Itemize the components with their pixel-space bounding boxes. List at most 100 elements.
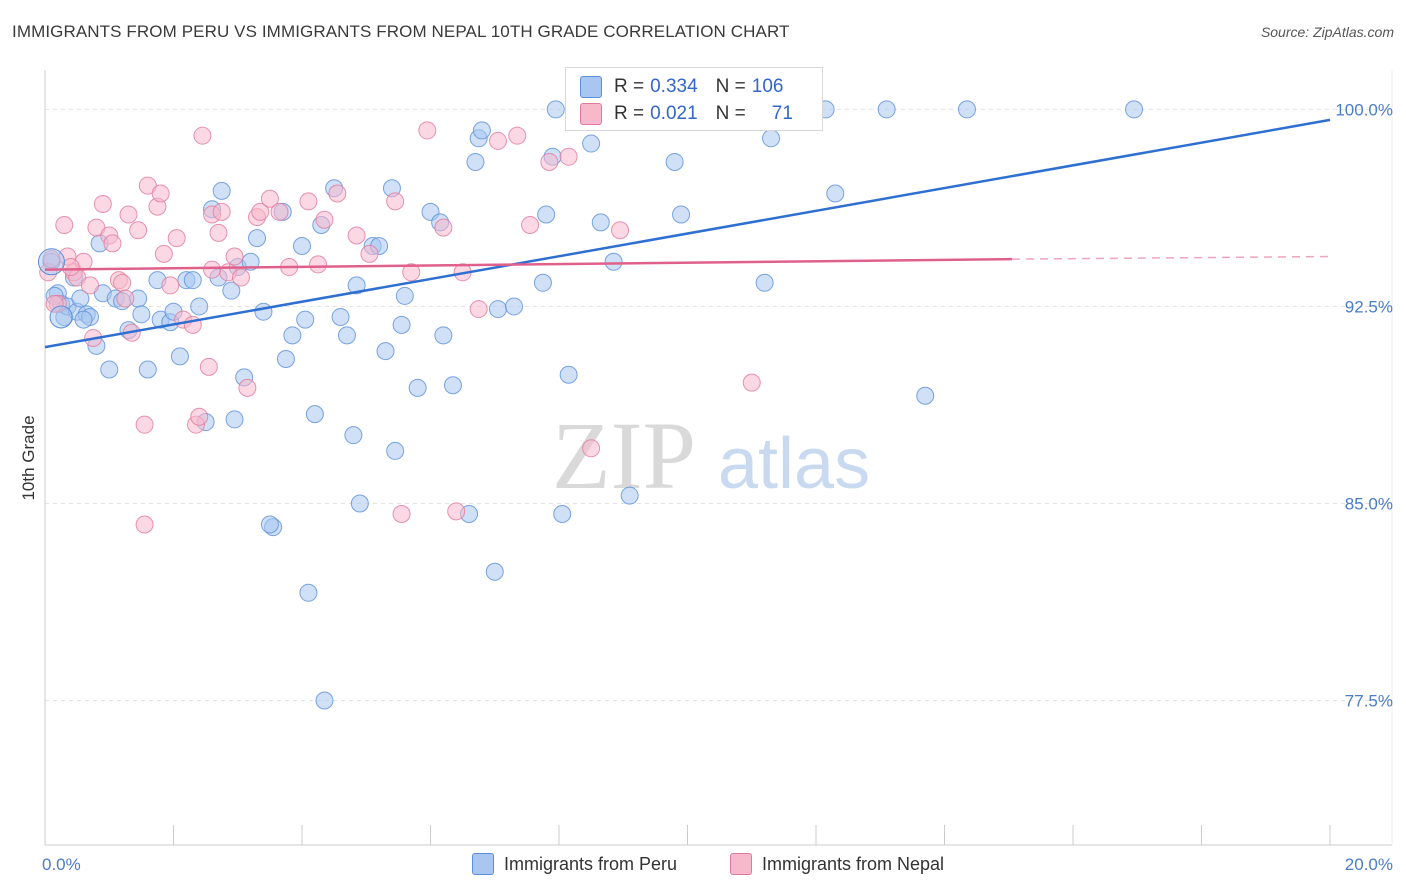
nepal-point (309, 255, 328, 274)
nepal-point (260, 189, 279, 208)
y-axis-label: 10th Grade (19, 415, 38, 500)
peru-point (559, 365, 578, 384)
peru-point (443, 376, 462, 395)
nepal-point (161, 276, 180, 295)
peru-point (826, 184, 845, 203)
peru-point (408, 378, 427, 397)
r-label: R = (614, 76, 645, 97)
peru-point (604, 252, 623, 271)
peru-point (485, 562, 504, 581)
peru-point (212, 181, 231, 200)
peru-point (347, 276, 366, 295)
peru-point (283, 326, 302, 345)
peru-point (553, 504, 572, 523)
peru-point (537, 205, 556, 224)
axes (44, 70, 1393, 846)
x-tick-label: 20.0% (1345, 855, 1393, 874)
nepal-swatch (580, 103, 602, 125)
peru-point (293, 237, 311, 256)
nepal-point (151, 184, 170, 203)
y-tick-label: 85.0% (1345, 494, 1393, 513)
nepal-point (447, 502, 466, 521)
peru-point (877, 100, 896, 119)
peru-point (225, 410, 244, 429)
nepal-point (154, 244, 173, 263)
peru-point (533, 273, 552, 292)
peru-point (392, 315, 411, 334)
nepal-point (508, 126, 527, 145)
nepal-point (540, 152, 559, 171)
nepal-point (203, 260, 222, 279)
nepal-point (402, 263, 421, 282)
peru-point (132, 305, 151, 324)
nepal-point (225, 247, 244, 266)
peru-point (957, 100, 976, 119)
peru-point (241, 252, 260, 271)
peru-point (71, 289, 90, 308)
peru-point (170, 347, 189, 366)
nepal-point (212, 202, 231, 221)
peru-trend-line (44, 118, 1331, 349)
nepal-point (135, 415, 154, 434)
r-value: 0.334 (650, 76, 698, 97)
tick-labels: 77.5% 85.0% 92.5% 100.0% 0.0% 20.0% (42, 100, 1393, 874)
peru-point (762, 129, 781, 148)
nepal-point (119, 205, 138, 224)
nepal-trend-extension (1011, 255, 1331, 260)
peru-point (248, 229, 267, 248)
nepal-point (129, 221, 148, 240)
peru-point (505, 297, 524, 316)
n-label: N = (715, 103, 746, 124)
r-value: 0.021 (650, 103, 698, 124)
y-tick-label: 92.5% (1345, 297, 1393, 316)
nepal-point (347, 226, 366, 245)
source-credit: Source: ZipAtlas.com (1260, 24, 1394, 40)
peru-point (190, 297, 209, 316)
peru-point (74, 310, 93, 329)
peru-point (395, 286, 414, 305)
nepal-point (328, 184, 347, 203)
peru-point (350, 494, 369, 513)
peru-point (466, 152, 485, 171)
nepal-point (270, 202, 289, 221)
nepal-point (55, 216, 74, 234)
peru-point (138, 360, 157, 379)
legend-label: Immigrants from Nepal (762, 853, 945, 874)
peru-point (591, 213, 610, 232)
peru-point (260, 515, 279, 534)
peru-point (305, 405, 324, 424)
peru-point (376, 342, 395, 361)
legend-row-peru: R = 0.334 N = 106 (580, 75, 783, 99)
nepal-point (209, 223, 228, 242)
peru-point (488, 300, 507, 319)
nepal-point (167, 229, 186, 248)
n-value: 106 (751, 76, 784, 97)
x-tick-label: 0.0% (42, 855, 81, 874)
nepal-point (315, 210, 334, 229)
watermark-atlas: atlas (718, 424, 870, 504)
legend-row-nepal: R = 0.021 N = 71 (580, 102, 793, 126)
r-label: R = (614, 103, 645, 124)
peru-point (183, 271, 202, 290)
peru-point (276, 349, 295, 368)
nepal-point (386, 192, 405, 211)
peru-point (546, 100, 565, 119)
peru-point (434, 326, 453, 345)
peru-swatch (472, 853, 494, 875)
chart-title: IMMIGRANTS FROM PERU VS IMMIGRANTS FROM … (12, 22, 790, 41)
nepal-point (434, 218, 453, 237)
peru-point (100, 360, 119, 379)
nepal-point (582, 439, 601, 458)
watermark: ZIP atlas (552, 402, 870, 509)
legend-item-peru: Immigrants from Peru (472, 850, 677, 878)
y-tick-label: 77.5% (1345, 692, 1393, 711)
nepal-point (93, 194, 112, 213)
nepal-point (469, 300, 488, 319)
legend-item-nepal: Immigrants from Nepal (730, 850, 944, 878)
nepal-point (559, 147, 578, 166)
peru-swatch (580, 76, 602, 98)
peru-point (344, 426, 363, 445)
peru-point (49, 305, 73, 329)
nepal-point (113, 273, 132, 292)
